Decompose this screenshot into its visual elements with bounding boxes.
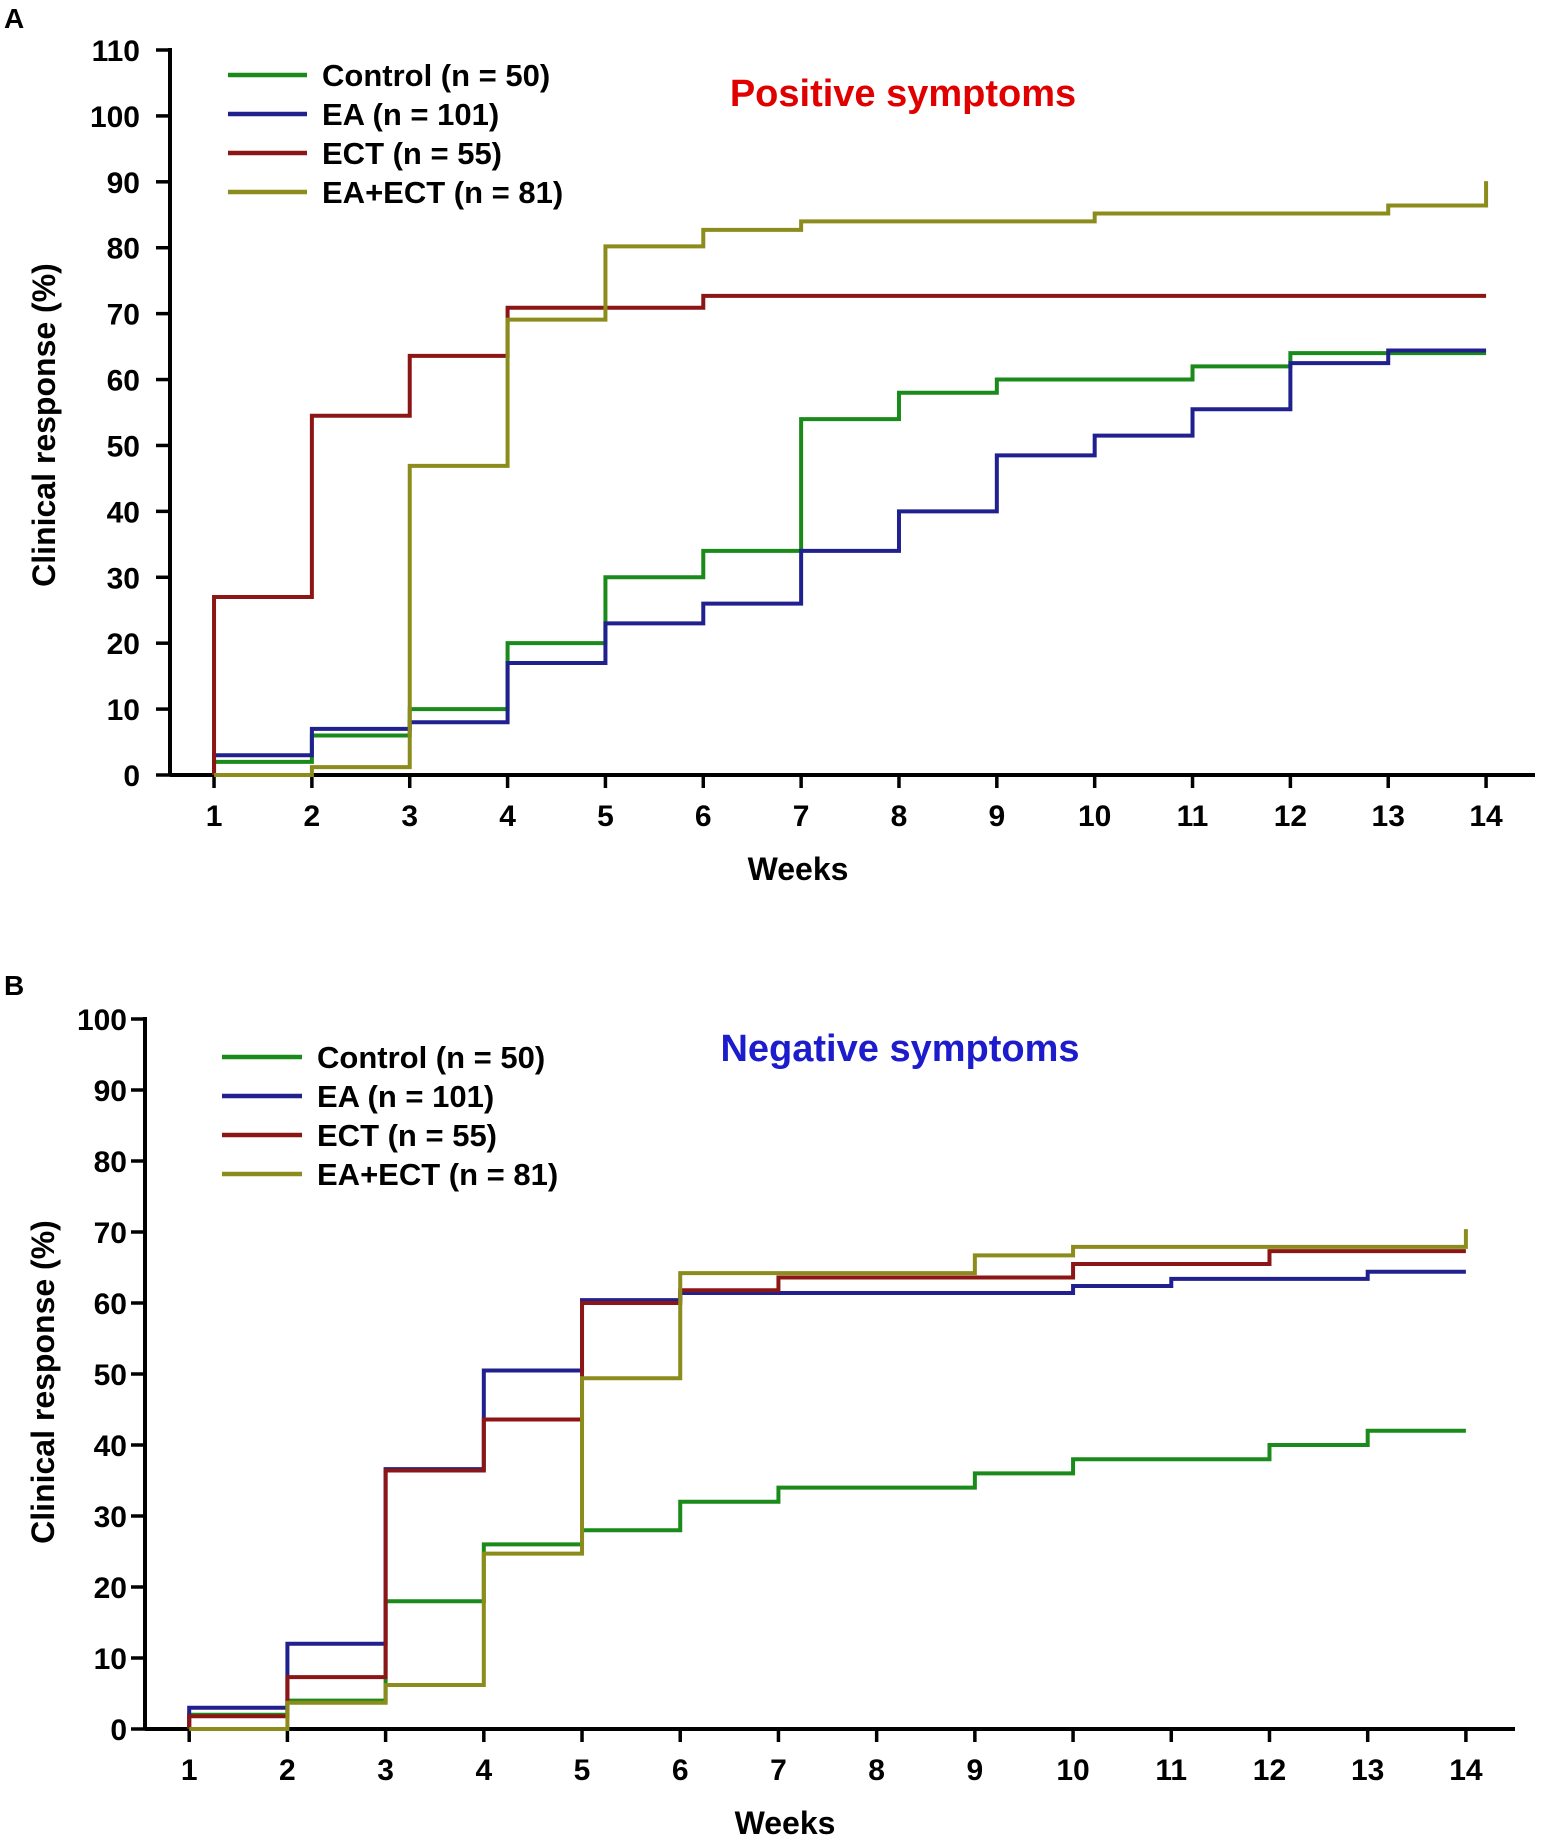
y-axis-title: Clinical response (%) bbox=[26, 263, 62, 587]
y-tick-label: 90 bbox=[94, 1075, 127, 1108]
x-tick-label: 12 bbox=[1253, 1754, 1286, 1787]
series-line-ea-ect bbox=[214, 181, 1489, 777]
x-tick-label: 7 bbox=[793, 800, 810, 833]
x-tick-label: 5 bbox=[597, 800, 614, 833]
y-tick-label: 90 bbox=[107, 167, 140, 200]
x-tick-label: 2 bbox=[304, 800, 321, 833]
legend-label: Control (n = 50) bbox=[322, 58, 550, 93]
chart-title: Negative symptoms bbox=[720, 1028, 1079, 1070]
x-tick-label: 6 bbox=[672, 1754, 689, 1787]
y-tick-label: 50 bbox=[94, 1359, 127, 1392]
y-tick-label: 0 bbox=[110, 1714, 127, 1747]
y-tick-label: 0 bbox=[123, 760, 140, 793]
x-tick-label: 7 bbox=[770, 1754, 787, 1787]
x-tick-label: 1 bbox=[206, 800, 223, 833]
legend-label: Control (n = 50) bbox=[317, 1040, 545, 1075]
y-tick-label: 60 bbox=[107, 365, 140, 398]
x-tick-label: 4 bbox=[499, 800, 516, 833]
x-tick-label: 8 bbox=[891, 800, 908, 833]
x-tick-label: 14 bbox=[1469, 800, 1503, 833]
x-tick-label: 13 bbox=[1351, 1754, 1384, 1787]
y-tick-label: 20 bbox=[107, 628, 140, 661]
y-tick-label: 20 bbox=[94, 1572, 127, 1605]
chart-title: Positive symptoms bbox=[730, 73, 1076, 115]
x-axis-title: Weeks bbox=[748, 851, 849, 887]
panel-label: B bbox=[4, 970, 24, 1001]
x-axis-title: Weeks bbox=[735, 1805, 836, 1841]
x-tick-label: 3 bbox=[401, 800, 418, 833]
x-tick-label: 4 bbox=[475, 1754, 492, 1787]
y-axis-title: Clinical response (%) bbox=[25, 1220, 61, 1544]
x-tick-label: 14 bbox=[1449, 1754, 1483, 1787]
x-tick-label: 8 bbox=[868, 1754, 885, 1787]
series-line-ect bbox=[187, 1249, 1466, 1729]
y-tick-label: 50 bbox=[107, 430, 140, 463]
x-tick-label: 9 bbox=[967, 1754, 984, 1787]
series-line-ect bbox=[212, 293, 1487, 775]
legend-label: EA (n = 101) bbox=[322, 97, 499, 132]
x-tick-label: 9 bbox=[988, 800, 1005, 833]
y-tick-label: 80 bbox=[107, 233, 140, 266]
legend-label: EA (n = 101) bbox=[317, 1079, 494, 1114]
y-tick-label: 100 bbox=[77, 1004, 127, 1037]
x-tick-label: 10 bbox=[1078, 800, 1111, 833]
y-tick-label: 40 bbox=[94, 1430, 127, 1463]
x-tick-label: 5 bbox=[574, 1754, 591, 1787]
x-tick-label: 11 bbox=[1155, 1754, 1187, 1787]
legend-label: ECT (n = 55) bbox=[322, 136, 502, 171]
legend-label: EA+ECT (n = 81) bbox=[317, 1157, 558, 1192]
y-tick-label: 40 bbox=[107, 496, 140, 529]
y-tick-label: 110 bbox=[92, 35, 140, 68]
x-tick-label: 11 bbox=[1177, 800, 1209, 833]
series-line-control bbox=[187, 1428, 1466, 1729]
x-tick-label: 1 bbox=[181, 1754, 198, 1787]
x-tick-label: 13 bbox=[1372, 800, 1405, 833]
y-tick-label: 70 bbox=[94, 1217, 127, 1250]
series-line-ea bbox=[187, 1269, 1466, 1729]
y-tick-label: 30 bbox=[107, 562, 140, 595]
series-line-ea-ect bbox=[189, 1229, 1468, 1731]
y-tick-label: 10 bbox=[94, 1643, 127, 1676]
y-tick-label: 80 bbox=[94, 1146, 127, 1179]
y-tick-label: 30 bbox=[94, 1501, 127, 1534]
x-tick-label: 6 bbox=[695, 800, 712, 833]
y-tick-label: 70 bbox=[107, 299, 140, 332]
y-tick-label: 100 bbox=[90, 101, 140, 134]
x-tick-label: 3 bbox=[377, 1754, 394, 1787]
x-tick-label: 12 bbox=[1274, 800, 1307, 833]
y-tick-label: 60 bbox=[94, 1288, 127, 1321]
legend-label: EA+ECT (n = 81) bbox=[322, 175, 563, 210]
y-tick-label: 10 bbox=[107, 694, 140, 727]
panel-label: A bbox=[4, 3, 24, 34]
x-tick-label: 2 bbox=[279, 1754, 296, 1787]
legend-label: ECT (n = 55) bbox=[317, 1118, 497, 1153]
x-tick-label: 10 bbox=[1056, 1754, 1089, 1787]
